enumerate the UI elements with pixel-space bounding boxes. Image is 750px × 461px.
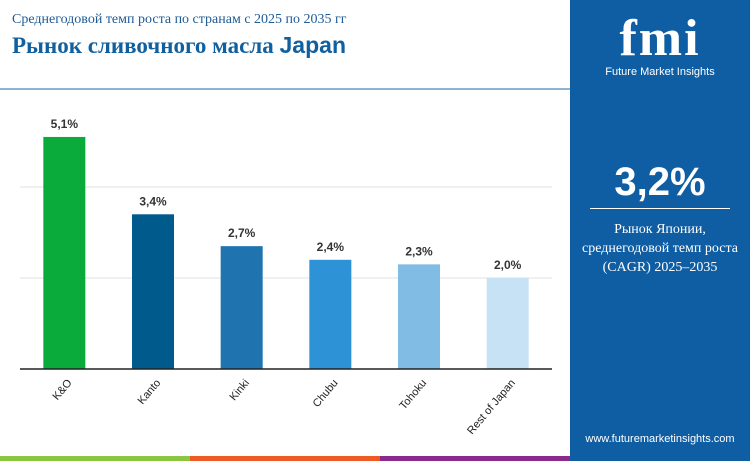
x-tick-label: Kanto [136,377,164,407]
x-tick-label: Rest of Japan [465,377,518,437]
bar [309,259,352,369]
bar [486,278,529,369]
stripe-purple [380,456,570,461]
x-tick-label: Kinki [227,377,252,403]
cagr-value: 3,2% [614,160,706,204]
data-label: 3,4% [139,194,167,208]
fmi-logo: fmi Future Market Insights [598,10,722,79]
cagr-divider [590,208,730,209]
data-label: 5,1% [51,117,79,131]
logo-mark: fmi [619,10,701,67]
x-tick-label: Chubu [311,377,341,410]
side-panel: fmi Future Market Insights 3,2% Рынок Япо… [570,0,750,456]
data-label: 2,3% [405,244,433,258]
stripe-green [0,456,190,461]
cagr-desc-line: Рынок Японии, [614,222,706,237]
website-link[interactable]: www.futuremarketinsights.com [585,433,735,445]
logo-caption: Future Market Insights [605,66,715,78]
stripe-orange [190,456,380,461]
chart-subtitle: Среднегодовой темп роста по странам с 20… [12,12,347,27]
x-tick-label: Tohoku [397,377,429,412]
bar [220,246,263,369]
cagr-desc-line: (CAGR) 2025–2035 [602,260,718,275]
bar [398,264,440,369]
title-text: Рынок сливочного масла [12,33,274,58]
bar-chart: 5,1% K&O 3,4% Kanto 2,7% Kinki 2,4% Chubu 2,3% To… [20,117,552,437]
cagr-description: Рынок Японии, среднегодовой темп роста (CA… [570,220,750,277]
data-label: 2,4% [317,240,345,254]
data-label: 2,7% [228,226,256,240]
bar [132,214,174,369]
chart-title: Рынок сливочного масла Japan [12,32,346,59]
cagr-desc-line: среднегодовой темп роста [582,241,738,256]
title-bold: Japan [279,32,346,58]
divider [0,88,570,90]
x-tick-label: K&O [51,377,75,403]
stripe-blue [570,456,750,461]
bar [43,136,86,369]
data-label: 2,0% [494,258,522,272]
